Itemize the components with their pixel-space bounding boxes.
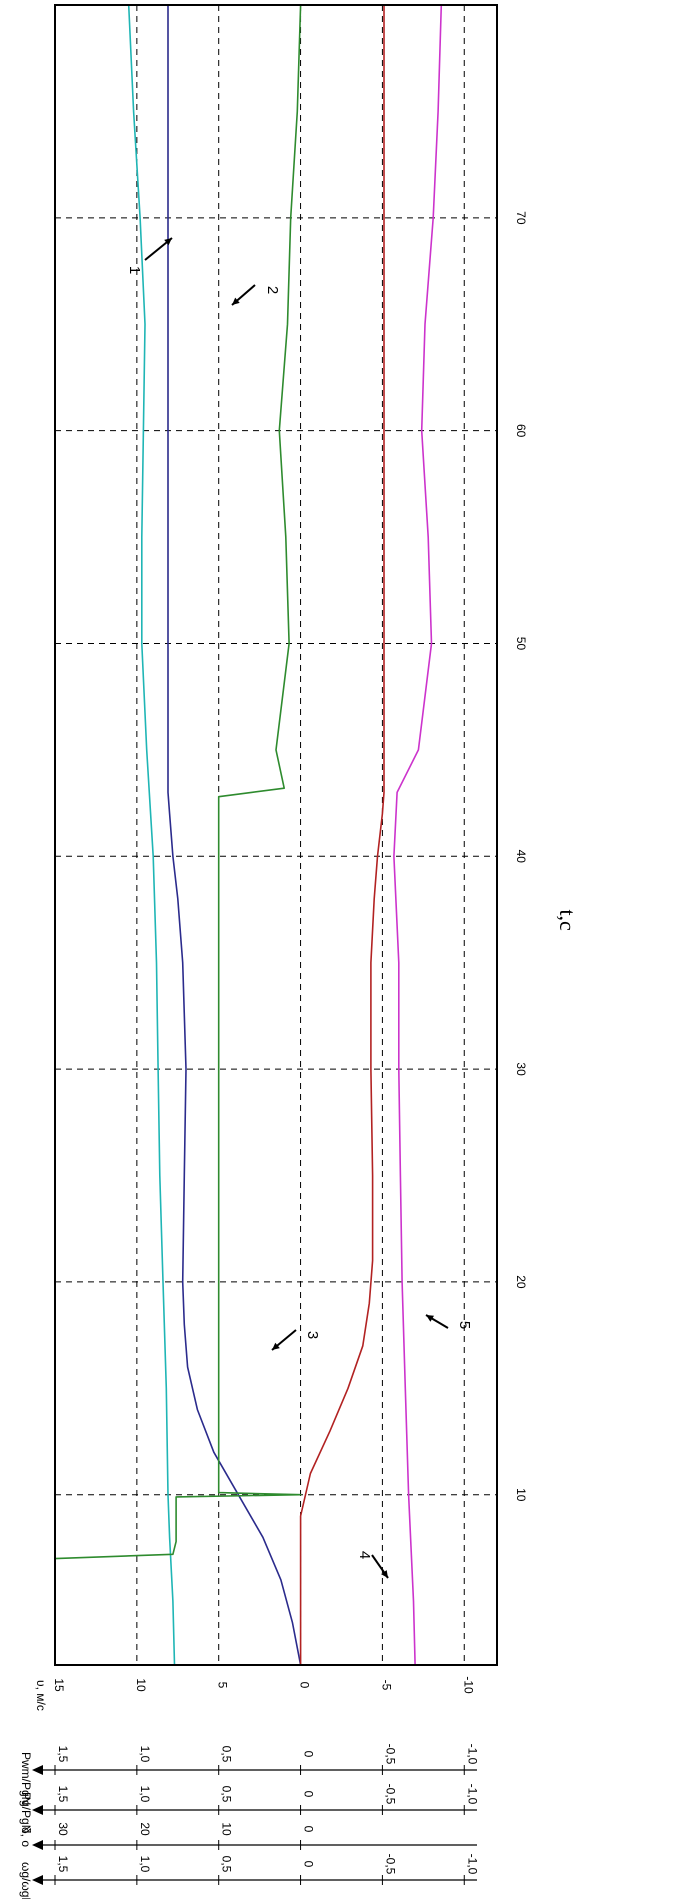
extra-axis-tick-label: 0,5 — [220, 1786, 234, 1803]
y-tick-label: 5 — [216, 1682, 230, 1689]
x-tick-label: 70 — [514, 211, 528, 225]
extra-axis-tick-label: 30 — [56, 1822, 70, 1836]
extra-axis-label: Pwm/PgN — [19, 1752, 33, 1805]
extra-axis-tick-label: 1,5 — [56, 1786, 70, 1803]
extra-axis-tick-label: -1,0 — [465, 1744, 479, 1765]
extra-axis-tick-label: 1,0 — [138, 1856, 152, 1873]
extra-axis-arrow — [32, 1765, 43, 1775]
annotation-arrowhead — [232, 297, 240, 305]
extra-axis-tick-label: 20 — [138, 1822, 152, 1836]
plot-frame — [54, 4, 498, 1666]
y-axis-label: υ, м/с — [34, 1680, 48, 1711]
annotation-arrowhead — [381, 1570, 388, 1578]
extra-axes: 1,5 1,0 0,5 0 -0,5 -1,0 Pwm/PgN 1,5 1,0 0,5 0 -0,5 -… — [19, 1744, 479, 1899]
annotation-arrowhead — [426, 1315, 434, 1322]
extra-axis-label: δ, о — [19, 1827, 33, 1847]
extra-axis-tick-label: 1,0 — [138, 1786, 152, 1803]
annotation-arrowhead — [164, 238, 172, 246]
extra-axis-tick-label: 0 — [302, 1751, 316, 1758]
extra-axis-tick-label: -0,5 — [383, 1744, 397, 1765]
extra-axis-label: ωg/ωgN — [19, 1862, 33, 1899]
extra-axis-tick-label: -0,5 — [383, 1784, 397, 1805]
y-tick-label: 15 — [52, 1678, 66, 1692]
extra-axis-arrow — [32, 1875, 43, 1885]
x-tick-label: 60 — [514, 424, 528, 438]
extra-axis-tick-label: 1,0 — [138, 1746, 152, 1763]
x-tick-label: 50 — [514, 637, 528, 651]
series-line-5 — [393, 4, 443, 1666]
extra-axis-tick-label: 0 — [302, 1861, 316, 1868]
annotation-label-2: 2 — [264, 286, 281, 294]
y-tick-label: -5 — [379, 1680, 393, 1691]
y-tick-label: 10 — [134, 1678, 148, 1692]
extra-axis-tick-label: -0,5 — [383, 1854, 397, 1875]
extra-axis-arrow — [32, 1840, 43, 1850]
extra-axis-tick-label: 1,5 — [56, 1856, 70, 1873]
series-line-1 — [127, 4, 176, 1666]
extra-axis-tick-label: 0,5 — [220, 1746, 234, 1763]
x-tick-label: 40 — [514, 850, 528, 864]
annotation-arrowhead — [272, 1342, 280, 1350]
series-line-3 — [54, 4, 302, 1665]
extra-axis-tick-label: 0 — [302, 1791, 316, 1798]
annotation-label-4: 4 — [356, 1551, 373, 1559]
annotation-label-5: 5 — [456, 1321, 473, 1329]
extra-axis-tick-label: 0 — [302, 1826, 316, 1833]
x-tick-label: 10 — [514, 1488, 528, 1502]
x-tick-label: 20 — [514, 1275, 528, 1289]
extra-axis-tick-label: 0,5 — [220, 1856, 234, 1873]
annotation-label-3: 3 — [304, 1331, 321, 1339]
extra-axis-tick-label: 10 — [220, 1822, 234, 1836]
extra-axis-tick-label: -1,0 — [465, 1784, 479, 1805]
x-axis-label: t,c — [555, 909, 580, 931]
series-line-2 — [167, 5, 302, 1666]
extra-axis-label: Pg/PgN — [19, 1792, 33, 1833]
y-tick-label: -10 — [461, 1676, 475, 1694]
series-group — [54, 4, 443, 1666]
annotation-label-1: 1 — [126, 266, 143, 274]
annotations: 1 2 3 4 5 — [126, 237, 473, 1579]
x-tick-label: 30 — [514, 1062, 528, 1076]
extra-axis-tick-label: -1,0 — [465, 1854, 479, 1875]
series-line-4 — [299, 5, 385, 1665]
extra-axis-arrow — [32, 1805, 43, 1815]
extra-axis-tick-label: 1,5 — [56, 1746, 70, 1763]
y-tick-label: 0 — [298, 1682, 312, 1689]
